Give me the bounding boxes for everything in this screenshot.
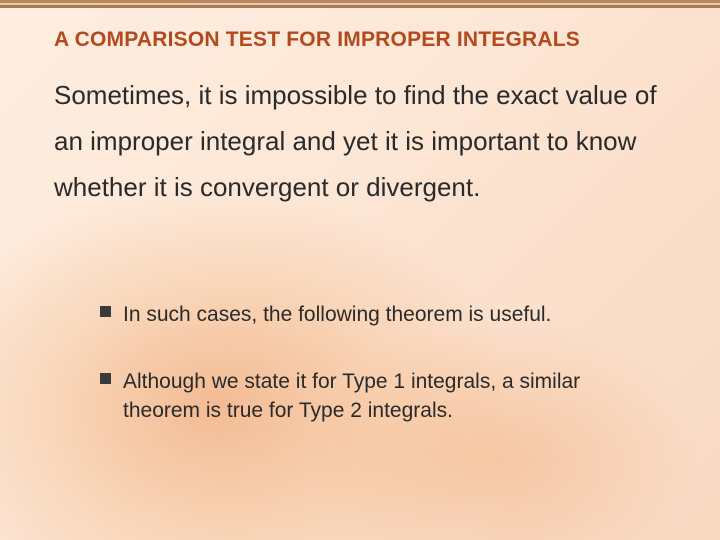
- slide: A COMPARISON TEST FOR IMPROPER INTEGRALS…: [0, 0, 720, 540]
- bullet-text: In such cases, the following theorem is …: [123, 300, 660, 329]
- list-item: In such cases, the following theorem is …: [100, 300, 660, 329]
- slide-heading: A COMPARISON TEST FOR IMPROPER INTEGRALS: [54, 28, 580, 52]
- top-accent-bar: [0, 0, 720, 8]
- body-paragraph: Sometimes, it is impossible to find the …: [54, 72, 670, 210]
- bullet-list: In such cases, the following theorem is …: [100, 300, 660, 463]
- bullet-square-icon: [100, 373, 111, 384]
- top-stripe-3: [0, 5, 720, 8]
- bullet-square-icon: [100, 306, 111, 317]
- slide-body: Sometimes, it is impossible to find the …: [54, 72, 670, 210]
- bullet-text: Although we state it for Type 1 integral…: [123, 367, 660, 425]
- list-item: Although we state it for Type 1 integral…: [100, 367, 660, 425]
